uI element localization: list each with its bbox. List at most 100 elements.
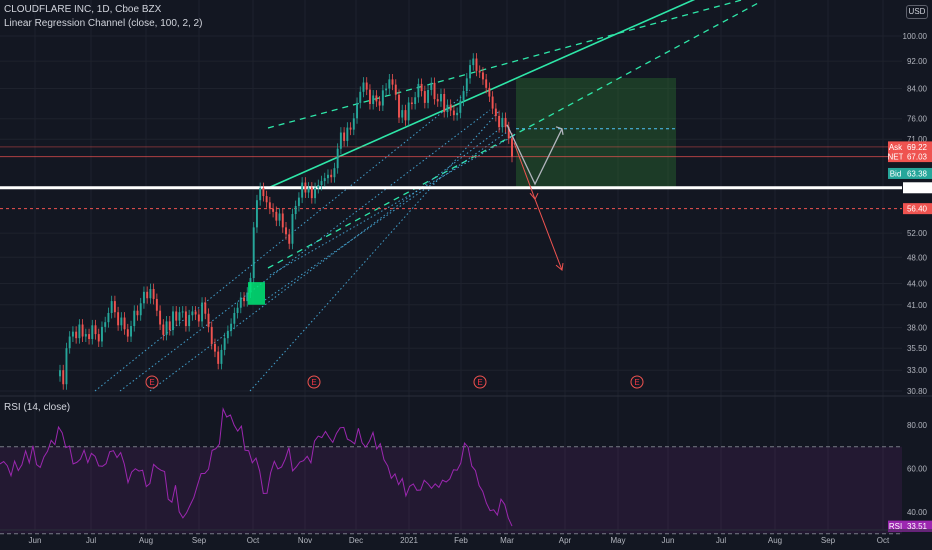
earnings-marker[interactable]: E <box>145 375 159 389</box>
candle-body <box>113 301 116 313</box>
candle-body <box>97 334 100 342</box>
time-tick-label: Dec <box>349 536 363 545</box>
candle-body <box>511 138 513 157</box>
earnings-marker[interactable]: E <box>307 375 321 389</box>
candle-body <box>175 311 178 321</box>
time-tick-label: Oct <box>247 536 260 545</box>
candle <box>459 95 462 119</box>
candle <box>152 283 155 305</box>
candle <box>272 203 275 218</box>
earnings-marker[interactable]: E <box>473 375 487 389</box>
candle <box>449 99 452 116</box>
candle <box>223 332 226 356</box>
rsi-tick-label: 60.00 <box>907 465 928 474</box>
candle <box>104 316 107 333</box>
candle-body <box>472 58 475 66</box>
currency-badge[interactable]: USD <box>906 5 928 19</box>
candle <box>469 59 471 84</box>
candle <box>372 90 375 110</box>
candle <box>359 86 362 109</box>
candle-body <box>88 334 91 339</box>
price-badge-value: 67.03 <box>907 153 928 162</box>
candle-body <box>207 313 210 327</box>
candle <box>130 320 132 343</box>
candle-body <box>262 187 265 197</box>
fan-line <box>249 109 501 392</box>
price-badge-red: 56.40 <box>903 203 932 215</box>
candle-body <box>233 312 236 324</box>
candle <box>239 292 242 314</box>
candle-body <box>423 91 426 103</box>
candle <box>204 297 207 320</box>
projection-up-arrowhead <box>555 126 564 135</box>
candle <box>297 192 300 212</box>
candle <box>255 194 258 233</box>
rsi-pane[interactable] <box>0 406 902 535</box>
candle <box>336 143 339 174</box>
price-tick-label: 84.00 <box>907 85 928 94</box>
candle-body <box>136 310 139 316</box>
candle-body <box>75 331 78 339</box>
candle-body <box>226 330 229 339</box>
candle <box>214 338 216 358</box>
candle-body <box>236 307 239 313</box>
candle <box>210 321 213 350</box>
price-badge-value: 60.44 <box>907 184 928 193</box>
candle-body <box>430 82 433 90</box>
candle-body <box>491 96 494 109</box>
candle <box>481 67 484 85</box>
breakout-marker <box>248 282 265 305</box>
candle <box>333 162 336 183</box>
candle-body <box>159 310 162 325</box>
candle <box>504 112 507 133</box>
candle <box>375 90 378 107</box>
price-badge-box <box>903 167 932 179</box>
time-tick-label: Jun <box>29 536 42 545</box>
earnings-marker[interactable]: E <box>630 375 644 389</box>
candle-body <box>142 291 145 304</box>
candle <box>175 306 178 327</box>
candle-body <box>356 102 358 119</box>
candle-body <box>117 312 120 326</box>
candle <box>472 53 475 71</box>
price-badge-bid: Bid 63.38 <box>888 167 932 179</box>
fan-line <box>94 89 471 392</box>
candle-body <box>394 84 397 95</box>
candle-body <box>168 321 171 331</box>
legend-rsi: RSI (14, close) <box>4 402 71 413</box>
candle-body <box>362 82 365 92</box>
candle <box>314 182 317 204</box>
price-tick-label: 33.00 <box>907 366 928 375</box>
rsi-badge-tag <box>888 520 903 532</box>
time-tick-label: May <box>610 536 625 545</box>
time-tick-label: Jul <box>86 536 96 545</box>
candle-body <box>443 93 446 113</box>
candle <box>281 208 284 233</box>
time-tick-label: Oct <box>877 536 890 545</box>
time-tick-label: 2021 <box>400 536 418 545</box>
candle-body <box>285 227 287 235</box>
candle-body <box>375 95 378 102</box>
candle <box>404 104 407 126</box>
candle-body <box>436 99 439 102</box>
earnings-circle <box>630 375 644 389</box>
candle-body <box>404 110 407 121</box>
candle-body <box>385 88 388 91</box>
price-badge-box <box>903 203 932 215</box>
candle <box>330 169 333 183</box>
candle-body <box>368 89 371 105</box>
candle <box>307 182 310 198</box>
candle <box>220 344 223 370</box>
candle <box>172 306 174 336</box>
candle-body <box>246 292 249 302</box>
price-badge-ask: Ask 69.22 <box>888 141 932 153</box>
rsi-tick-label: 40.00 <box>907 508 928 517</box>
candle-body <box>252 227 255 279</box>
price-tick-label: 52.00 <box>907 229 928 238</box>
candle <box>323 172 326 187</box>
candle-body <box>126 329 129 337</box>
candle <box>346 122 349 147</box>
candle <box>246 287 249 307</box>
